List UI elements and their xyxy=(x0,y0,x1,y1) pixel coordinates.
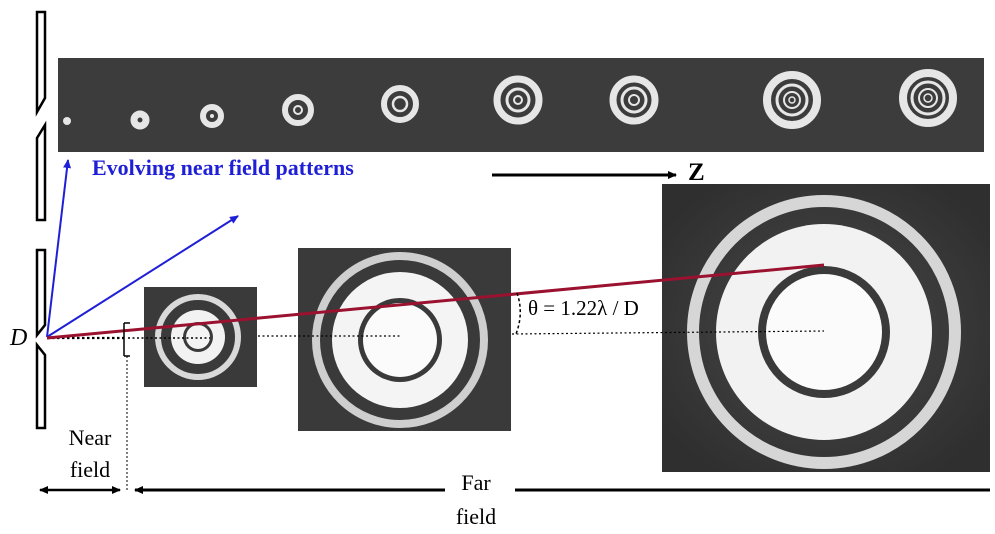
far-field-label-line2: field xyxy=(455,504,497,529)
near-field-spots xyxy=(63,69,957,130)
far-field-label: Far field xyxy=(448,466,504,534)
near-field-label-line1: Near xyxy=(68,425,112,450)
far-field-pattern-large xyxy=(662,184,990,472)
near-far-boundary xyxy=(123,322,130,490)
near-field-strip xyxy=(58,58,984,152)
z-axis-label: Z xyxy=(688,159,705,186)
diffraction-angle-formula: θ = 1.22λ / D xyxy=(528,296,639,320)
blue-arrow-diagonal xyxy=(46,215,239,338)
film-strip-background xyxy=(58,58,984,152)
near-field-caption: Evolving near field patterns xyxy=(92,155,354,180)
aperture-slit xyxy=(35,10,47,430)
far-field-pattern-small xyxy=(144,287,257,387)
far-field-label-line1: Far xyxy=(461,470,491,495)
slit-plate-bottom xyxy=(35,341,47,430)
aperture-width-label: D xyxy=(10,325,28,351)
angle-arc xyxy=(515,292,521,335)
optical-axis xyxy=(47,330,825,340)
blue-arrow-up xyxy=(46,159,72,338)
slit-plate-upper-mid xyxy=(35,120,47,222)
diffraction-angle-ray xyxy=(46,263,825,340)
far-field-pattern-medium xyxy=(298,248,511,431)
near-field-label-line2: field xyxy=(69,457,111,482)
slit-plate-lower-mid xyxy=(35,248,47,339)
slit-plate-top xyxy=(35,10,47,117)
projection-arrows xyxy=(46,159,239,338)
near-field-label: Near field xyxy=(62,422,118,486)
